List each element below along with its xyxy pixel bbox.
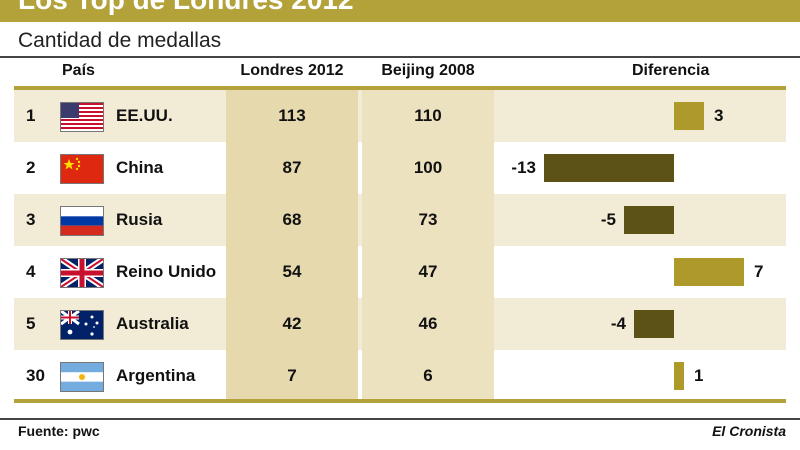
beijing-value: 46 xyxy=(418,314,438,333)
difference-label: -5 xyxy=(600,210,616,229)
difference-bar xyxy=(674,258,744,286)
russia-flag-icon xyxy=(60,206,104,236)
difference-bar xyxy=(674,362,684,390)
london-column-cell xyxy=(226,142,358,194)
country-label: Reino Unido xyxy=(116,262,217,281)
country-label: Australia xyxy=(116,314,189,333)
beijing-column-cell xyxy=(362,142,494,194)
london-column-cell xyxy=(226,194,358,246)
rank-label: 4 xyxy=(26,262,36,281)
rank-label: 30 xyxy=(26,366,45,385)
london-value: 7 xyxy=(287,366,297,385)
london-value: 113 xyxy=(278,106,306,125)
beijing-column-cell xyxy=(362,246,494,298)
difference-bar xyxy=(544,154,674,182)
difference-bar xyxy=(624,206,674,234)
beijing-value: 100 xyxy=(413,158,443,177)
london-column-cell xyxy=(226,298,358,350)
header-difference: Diferencia xyxy=(632,62,710,79)
rank-label: 3 xyxy=(26,210,36,229)
beijing-value: 6 xyxy=(423,366,433,385)
london-value: 54 xyxy=(282,262,302,281)
london-value: 42 xyxy=(282,314,302,333)
chart-subtitle: Cantidad de medallas xyxy=(18,29,222,52)
beijing-column-cell xyxy=(362,298,494,350)
argentina-flag-icon xyxy=(60,362,104,392)
beijing-column-cell xyxy=(362,90,494,142)
london-value: 87 xyxy=(282,158,302,177)
difference-label: -13 xyxy=(511,158,536,177)
country-label: Rusia xyxy=(116,210,163,229)
beijing-value: 73 xyxy=(418,210,438,229)
country-label: EE.UU. xyxy=(116,106,173,125)
subtitle-divider xyxy=(0,56,800,58)
header-country: País xyxy=(62,62,95,79)
table-bottom-line xyxy=(14,399,786,403)
london-value: 68 xyxy=(282,210,302,229)
difference-label: 7 xyxy=(754,262,764,281)
uk-flag-icon xyxy=(60,258,104,288)
china-flag-icon xyxy=(60,154,104,184)
brand-logo: El Cronista xyxy=(712,423,786,439)
table-top-line xyxy=(14,86,786,90)
beijing-column-cell xyxy=(362,350,494,402)
beijing-column-cell xyxy=(362,194,494,246)
country-label: Argentina xyxy=(116,366,196,385)
footer-divider xyxy=(0,418,800,420)
chart-title: Los Top de Londres 2012 xyxy=(18,0,354,16)
country-label: China xyxy=(116,158,164,177)
difference-label: -4 xyxy=(610,314,626,333)
header-london: Londres 2012 xyxy=(240,62,344,79)
difference-bar xyxy=(634,310,674,338)
london-column-cell xyxy=(226,350,358,402)
title-band: Los Top de Londres 2012 xyxy=(0,0,800,22)
beijing-value: 47 xyxy=(418,262,438,281)
australia-flag-icon xyxy=(60,310,104,340)
difference-label: 3 xyxy=(714,106,724,125)
rank-label: 5 xyxy=(26,314,36,333)
rank-label: 2 xyxy=(26,158,36,177)
usa-flag-icon xyxy=(60,102,104,132)
source-note: Fuente: pwc xyxy=(18,423,100,439)
london-column-cell xyxy=(226,246,358,298)
rank-label: 1 xyxy=(26,106,36,125)
difference-bar xyxy=(674,102,704,130)
header-beijing: Beijing 2008 xyxy=(381,62,475,79)
london-column-cell xyxy=(226,90,358,142)
difference-label: 1 xyxy=(694,366,704,385)
beijing-value: 110 xyxy=(414,106,442,125)
